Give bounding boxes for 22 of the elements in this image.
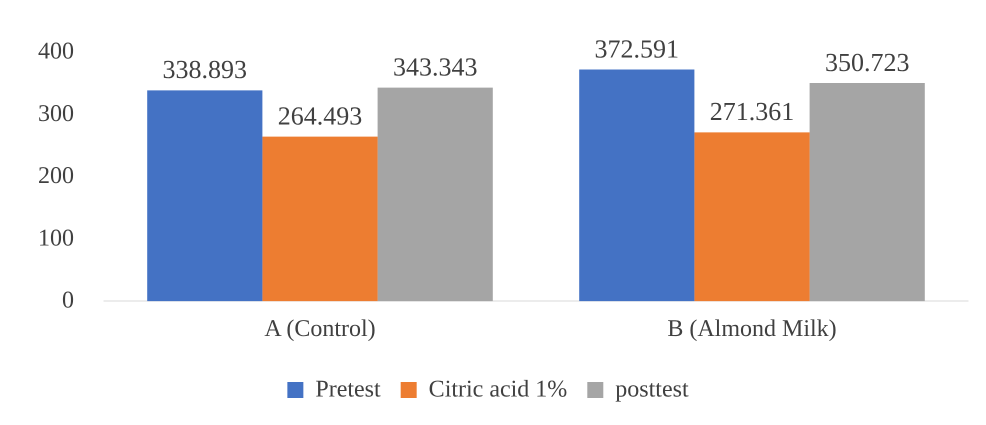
legend-label: Pretest — [315, 376, 382, 402]
bar — [262, 136, 378, 302]
y-tick-label: 200 — [38, 163, 74, 190]
x-tick-label: B (Almond Milk) — [667, 316, 837, 342]
data-label: 343.343 — [392, 52, 478, 82]
bar — [694, 132, 810, 302]
data-label: 271.361 — [710, 97, 794, 126]
data-label: 350.723 — [824, 48, 910, 77]
y-tick-label: 0 — [62, 287, 74, 314]
bar — [579, 69, 694, 302]
bar — [147, 90, 262, 302]
y-tick-label: 400 — [38, 38, 74, 65]
y-tick-label: 100 — [38, 225, 74, 252]
bar — [810, 83, 925, 302]
x-tick-label: A (Control) — [264, 316, 376, 342]
data-label: 372.591 — [594, 34, 680, 64]
bar — [378, 88, 493, 302]
legend-label: posttest — [615, 376, 689, 402]
data-label: 338.893 — [162, 55, 248, 84]
y-tick-label: 300 — [38, 100, 74, 127]
data-label: 264.493 — [278, 102, 362, 131]
legend-label: Citric acid 1% — [428, 376, 568, 402]
